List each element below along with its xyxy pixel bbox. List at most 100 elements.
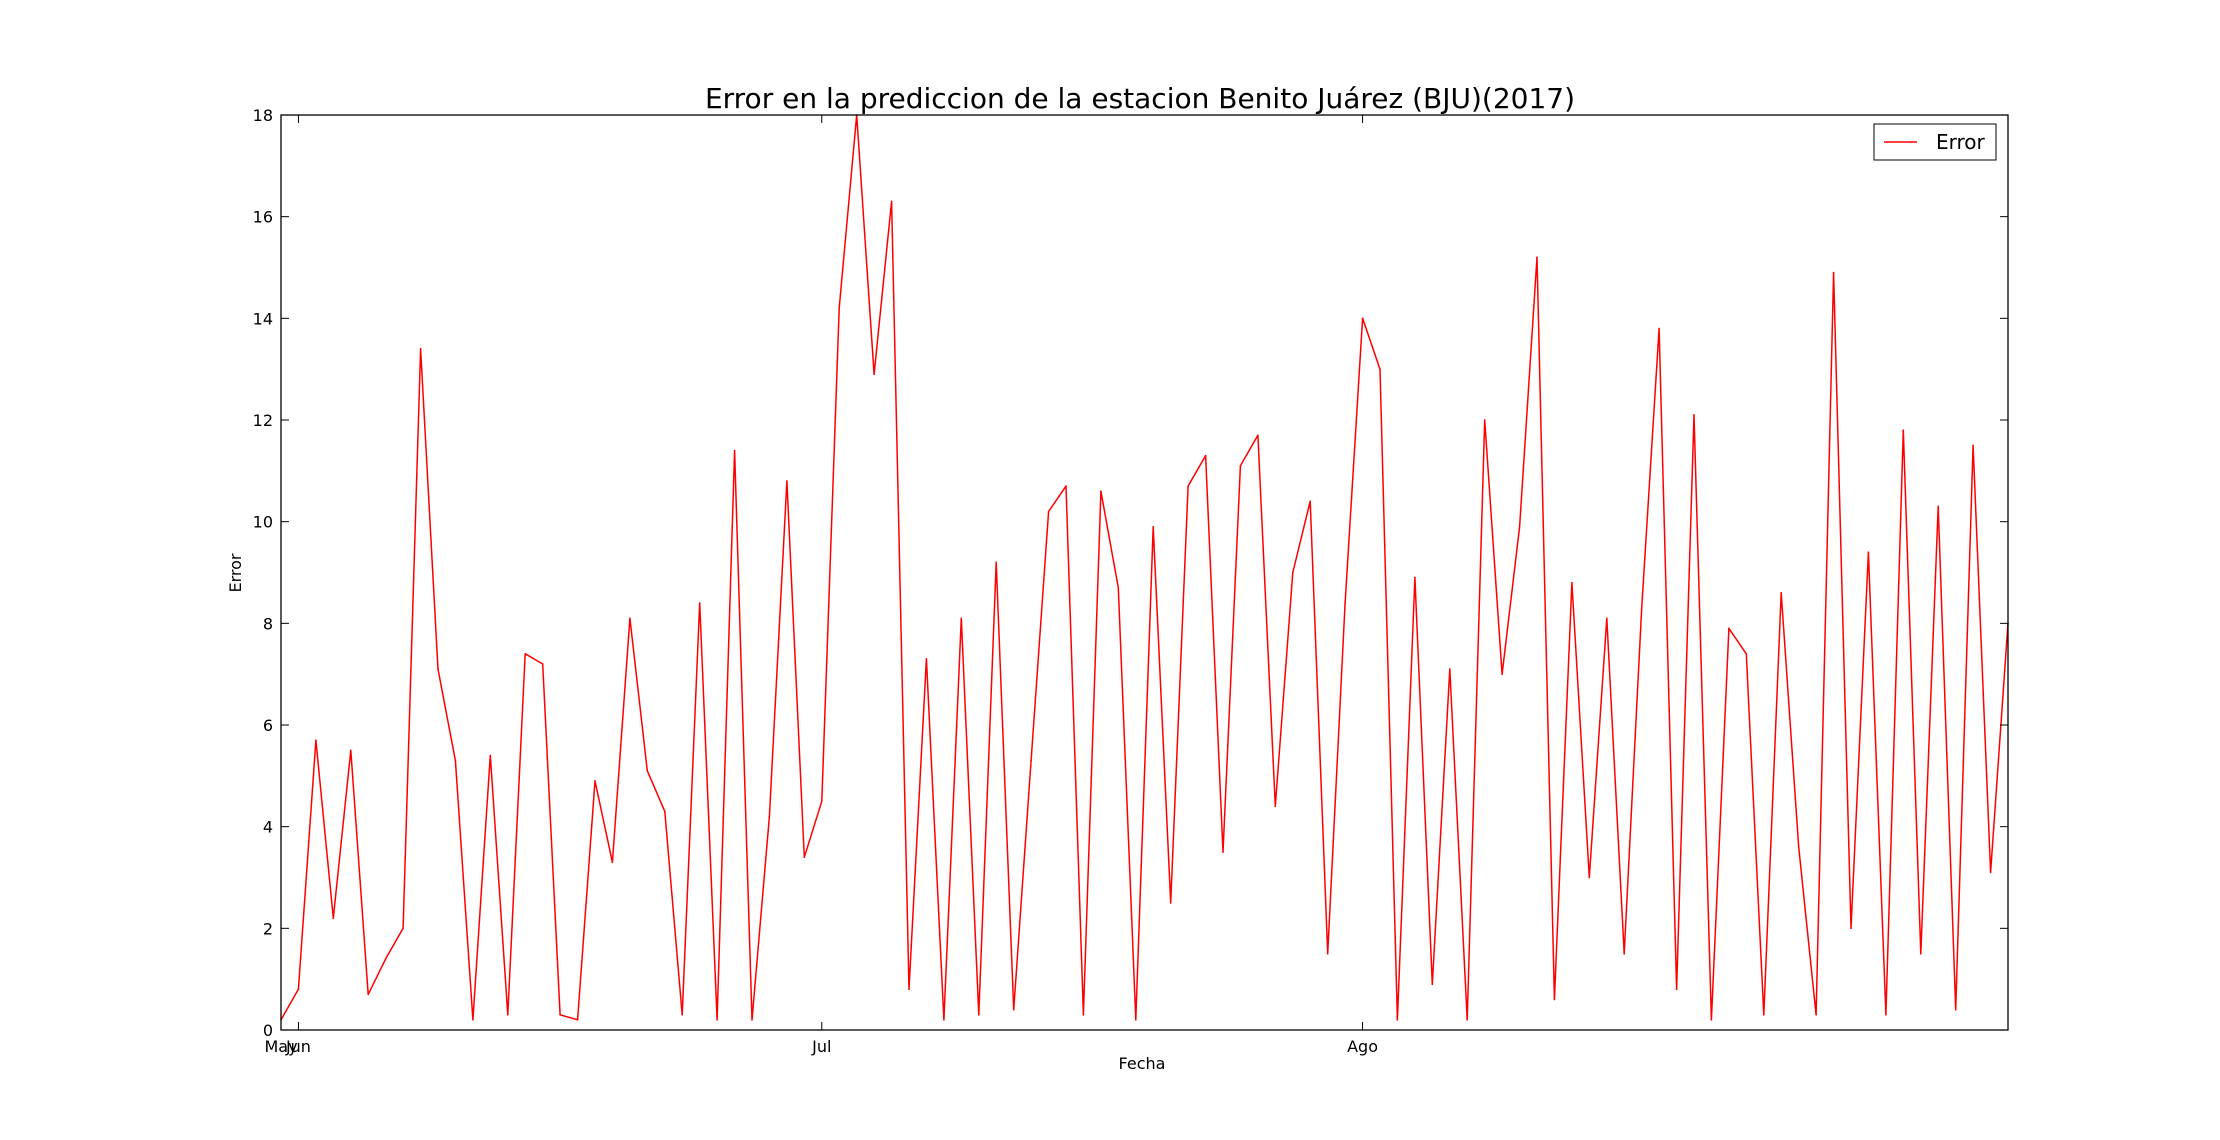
data-point xyxy=(1117,587,1120,589)
data-point xyxy=(1082,1014,1085,1016)
data-point xyxy=(1344,602,1346,604)
data-point xyxy=(437,668,439,670)
x-axis-label: Fecha xyxy=(1119,1054,1166,1073)
data-point xyxy=(315,739,317,742)
data-point xyxy=(1361,317,1364,320)
data-point xyxy=(1012,1008,1015,1011)
data-point xyxy=(1518,526,1521,528)
data-point xyxy=(1047,510,1050,513)
data-point xyxy=(576,1019,579,1021)
data-point xyxy=(890,200,893,203)
y-tick-label: 12 xyxy=(253,411,273,430)
data-point xyxy=(489,754,492,757)
data-point xyxy=(1536,256,1538,259)
legend-label-error: Error xyxy=(1936,130,1986,154)
data-point xyxy=(1553,998,1556,1001)
data-point xyxy=(1257,434,1259,437)
data-point xyxy=(541,663,544,665)
y-axis: 0 2 4 6 8 10 12 14 16 18 xyxy=(253,106,2008,1040)
data-point xyxy=(1640,607,1643,609)
data-point xyxy=(1937,505,1939,508)
data-point xyxy=(1675,988,1678,991)
data-point xyxy=(1989,871,1992,874)
data-point xyxy=(751,1019,753,1021)
y-tick-label: 8 xyxy=(263,614,273,633)
data-point xyxy=(1588,876,1591,879)
data-point xyxy=(1431,983,1434,986)
data-point xyxy=(1571,581,1573,584)
data-point xyxy=(1623,953,1625,955)
data-point xyxy=(1920,953,1922,955)
data-point xyxy=(978,1014,980,1016)
data-point xyxy=(995,561,997,564)
data-point xyxy=(384,958,387,960)
y-tick-label: 16 xyxy=(253,208,273,227)
data-point xyxy=(1867,551,1870,553)
data-point xyxy=(716,1019,718,1021)
data-point xyxy=(1414,576,1416,579)
data-point xyxy=(838,307,840,310)
data-point xyxy=(594,780,596,782)
data-point xyxy=(1850,927,1852,930)
data-point xyxy=(1309,500,1311,503)
y-tick-label: 0 xyxy=(263,1021,273,1040)
data-point xyxy=(786,480,788,482)
data-point xyxy=(681,1014,683,1016)
x-tick-label: May xyxy=(264,1037,297,1056)
y-tick-label: 2 xyxy=(263,919,273,938)
data-point xyxy=(1745,653,1748,655)
data-point xyxy=(1693,414,1695,416)
y-tick-label: 4 xyxy=(263,818,273,837)
data-point xyxy=(960,617,963,620)
y-tick-label: 18 xyxy=(253,106,273,125)
data-point xyxy=(1763,1014,1765,1016)
data-point xyxy=(1710,1019,1713,1021)
y-tick-label: 6 xyxy=(263,716,273,735)
data-point xyxy=(1728,627,1730,630)
series-line-error xyxy=(280,114,2009,1021)
data-point xyxy=(1815,1014,1817,1016)
x-tick-label: Ago xyxy=(1347,1037,1378,1056)
axes-frame xyxy=(280,114,2009,1031)
data-point xyxy=(1100,490,1102,493)
data-point xyxy=(1152,526,1154,528)
data-point xyxy=(559,1014,561,1016)
data-point xyxy=(1501,673,1503,675)
data-point xyxy=(524,653,526,655)
data-point xyxy=(1832,271,1835,274)
data-point xyxy=(1902,429,1905,432)
legend: Error xyxy=(1873,123,1997,161)
data-point xyxy=(1483,419,1486,421)
data-point xyxy=(1135,1019,1137,1021)
data-point xyxy=(454,759,457,762)
x-tick-label: Jun xyxy=(285,1037,311,1056)
data-point xyxy=(1065,485,1067,487)
data-point xyxy=(803,856,806,858)
data-point xyxy=(402,927,404,930)
data-point xyxy=(733,449,736,452)
data-point xyxy=(1222,851,1224,853)
data-point xyxy=(925,658,928,660)
data-point xyxy=(1797,846,1800,848)
data-point xyxy=(1274,805,1277,808)
data-point xyxy=(611,861,614,864)
data-point xyxy=(1658,327,1660,330)
data-point xyxy=(1379,368,1381,371)
data-point xyxy=(1187,485,1189,487)
data-point xyxy=(297,988,300,991)
data-point xyxy=(698,602,701,604)
data-point xyxy=(350,749,352,752)
data-point xyxy=(1885,1014,1887,1016)
y-tick-label: 10 xyxy=(253,513,273,532)
data-point xyxy=(1030,759,1032,762)
data-point xyxy=(1449,668,1451,670)
chart-title: Error en la prediccion de la estacion Be… xyxy=(705,82,1575,115)
data-point xyxy=(367,993,370,996)
data-point xyxy=(1466,1019,1468,1021)
data-point xyxy=(1972,444,1974,447)
data-point xyxy=(419,348,422,350)
plot-area xyxy=(280,114,2009,1021)
data-point xyxy=(332,917,335,919)
data-point xyxy=(507,1014,509,1016)
